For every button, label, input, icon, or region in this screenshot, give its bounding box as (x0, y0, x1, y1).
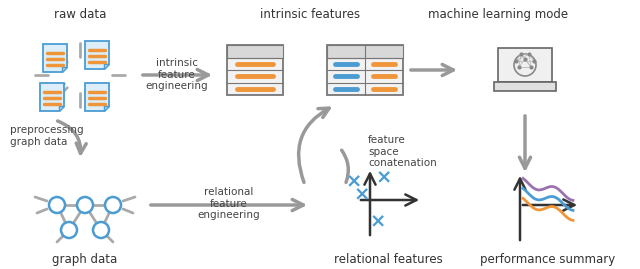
Text: intrinsic
feature
engineering: intrinsic feature engineering (146, 58, 208, 91)
Text: ×: × (354, 186, 370, 204)
Circle shape (93, 222, 109, 238)
Text: relational
feature
engineering: relational feature engineering (198, 187, 260, 220)
Text: intrinsic features: intrinsic features (260, 8, 360, 21)
Circle shape (49, 197, 65, 213)
Text: graph data: graph data (52, 253, 118, 266)
Text: ×: × (370, 213, 386, 232)
Polygon shape (43, 44, 67, 72)
FancyBboxPatch shape (498, 48, 552, 82)
FancyBboxPatch shape (327, 45, 403, 58)
Circle shape (77, 197, 93, 213)
Polygon shape (62, 67, 67, 72)
Text: raw data: raw data (54, 8, 106, 21)
Circle shape (105, 197, 121, 213)
FancyBboxPatch shape (327, 45, 403, 95)
Text: ×: × (346, 172, 362, 192)
FancyArrowPatch shape (58, 121, 86, 153)
Polygon shape (59, 106, 64, 111)
Polygon shape (40, 83, 64, 111)
Text: performance summary: performance summary (481, 253, 616, 266)
FancyArrowPatch shape (299, 108, 329, 182)
Text: feature
space
conatenation: feature space conatenation (368, 135, 436, 168)
Text: relational features: relational features (333, 253, 442, 266)
FancyBboxPatch shape (227, 45, 283, 95)
FancyArrowPatch shape (342, 150, 348, 182)
Text: preprocessing
graph data: preprocessing graph data (10, 125, 84, 147)
Text: ×: × (376, 168, 392, 187)
Text: machine learning mode: machine learning mode (428, 8, 568, 21)
Circle shape (61, 222, 77, 238)
Polygon shape (104, 64, 109, 69)
Polygon shape (85, 41, 109, 69)
Polygon shape (85, 83, 109, 111)
Polygon shape (104, 106, 109, 111)
FancyBboxPatch shape (227, 45, 283, 58)
FancyBboxPatch shape (494, 82, 556, 91)
